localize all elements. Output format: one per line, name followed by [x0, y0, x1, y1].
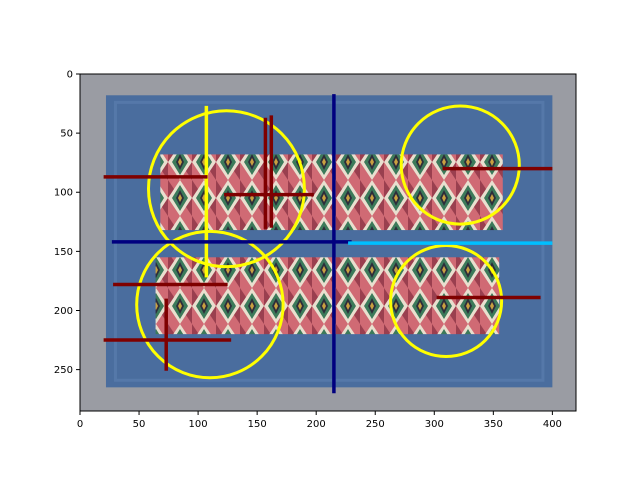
y-tick-label-2: 100 — [54, 188, 73, 199]
line-annotations — [103, 94, 553, 394]
circle-annotations — [135, 104, 521, 380]
y-tick-label-0: 0 — [67, 70, 73, 81]
circle-annotation-2 — [399, 104, 521, 226]
circle-annotation-1 — [135, 229, 285, 380]
x-tick-label-3: 150 — [248, 419, 267, 430]
x-tick-label-0: 0 — [77, 419, 83, 430]
y-tick-label-3: 150 — [54, 247, 73, 258]
x-tick-label-8: 400 — [543, 419, 562, 430]
embroidery-band-upper — [160, 154, 503, 231]
embroidery-band-lower — [155, 257, 500, 335]
y-tick-label-5: 250 — [54, 365, 73, 376]
x-tick-label-5: 250 — [366, 419, 385, 430]
circle-annotation-3 — [389, 244, 504, 359]
x-tick-label-1: 50 — [133, 419, 146, 430]
x-axis: 0 50 100 150 200 250 300 350 400 — [77, 411, 562, 430]
x-tick-label-6: 300 — [425, 419, 444, 430]
y-axis: 0 50 100 150 200 250 — [54, 70, 80, 376]
circle-annotation-0 — [146, 109, 306, 269]
x-tick-label-7: 350 — [484, 419, 503, 430]
y-tick-label-4: 200 — [54, 306, 73, 317]
x-tick-label-4: 200 — [307, 419, 326, 430]
plot-frame — [79, 73, 577, 412]
x-tick-label-2: 100 — [189, 419, 208, 430]
y-tick-label-1: 50 — [60, 129, 73, 140]
